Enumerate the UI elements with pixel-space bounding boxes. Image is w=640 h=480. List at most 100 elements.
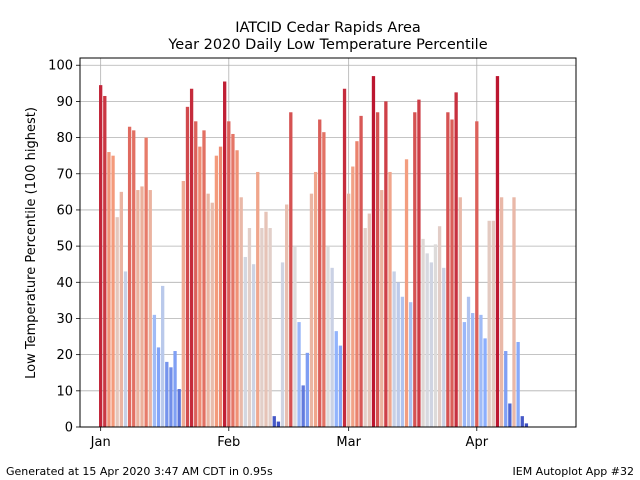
x-tick-label: Jan: [90, 435, 111, 450]
bar: [285, 204, 289, 427]
bar: [189, 88, 194, 427]
bar: [144, 137, 148, 427]
bar: [111, 155, 115, 428]
bar: [380, 190, 384, 427]
bar: [309, 193, 314, 427]
bar: [272, 416, 276, 427]
bar: [442, 267, 446, 427]
bar: [235, 150, 239, 427]
bar: [140, 186, 144, 427]
bar: [227, 121, 231, 427]
bar: [132, 130, 136, 427]
bar: [177, 389, 181, 427]
bar: [268, 228, 272, 427]
bar: [169, 367, 173, 427]
plot-frame: [79, 57, 577, 428]
bar: [218, 146, 223, 427]
bar: [508, 403, 512, 427]
y-tick-label: 40: [56, 276, 73, 291]
bar: [210, 202, 214, 427]
x-tick-label: Mar: [336, 435, 361, 450]
y-tick-label: 100: [48, 59, 73, 74]
bar: [409, 302, 413, 427]
bar: [297, 322, 301, 427]
bar: [136, 190, 140, 427]
bar: [260, 228, 264, 427]
bar: [417, 99, 421, 428]
x-axis: Jan Feb Mar Apr: [90, 427, 489, 450]
bar: [475, 121, 479, 427]
bar: [512, 197, 516, 427]
bar: [520, 416, 524, 427]
bar: [107, 152, 111, 427]
bar: [103, 95, 107, 427]
bar: [347, 193, 351, 427]
y-tick-label: 20: [56, 348, 73, 363]
bar: [239, 197, 243, 427]
bar: [504, 351, 508, 427]
bar: [388, 171, 392, 427]
chart-subtitle: Year 2020 Daily Low Temperature Percenti…: [167, 37, 487, 53]
bar: [161, 285, 165, 427]
bar: [524, 423, 529, 427]
bar: [223, 81, 227, 427]
y-tick-label: 80: [56, 131, 73, 146]
bar: [181, 181, 185, 427]
bar: [487, 220, 491, 427]
bar: [313, 171, 318, 427]
bar: [326, 246, 330, 427]
bar: [334, 331, 338, 427]
bar: [425, 253, 429, 427]
bar: [491, 220, 495, 427]
bar: [173, 351, 177, 427]
x-tick-label: Apr: [466, 435, 489, 450]
bar: [371, 76, 376, 428]
bar: [479, 314, 483, 427]
bar: [301, 385, 305, 427]
bar: [293, 246, 297, 427]
bar: [318, 119, 322, 427]
bar: [123, 271, 128, 427]
bar: [206, 193, 210, 427]
bar: [421, 238, 425, 427]
bar: [450, 119, 454, 427]
bar: [251, 264, 256, 427]
y-tick-label: 50: [56, 240, 73, 255]
bar: [214, 155, 219, 428]
bar-series: [99, 76, 529, 428]
bar: [156, 347, 161, 427]
y-tick-label: 60: [56, 203, 73, 218]
bar: [466, 296, 471, 427]
bar: [342, 88, 347, 427]
bar: [198, 146, 202, 427]
bar: [471, 313, 475, 427]
x-tick-label: Feb: [217, 435, 240, 450]
y-tick-label: 70: [56, 167, 73, 182]
bar: [194, 121, 198, 427]
bar: [276, 421, 281, 427]
bar: [119, 191, 123, 427]
y-tick-label: 30: [56, 312, 73, 327]
bar: [99, 85, 103, 427]
bar: [413, 112, 417, 427]
bar: [516, 341, 520, 427]
chart-title: IATCID Cedar Rapids Area: [235, 20, 421, 36]
bar: [396, 282, 400, 427]
bar: [330, 267, 334, 427]
bar: [462, 322, 467, 427]
bar: [338, 345, 343, 427]
bar: [437, 226, 442, 427]
bar: [499, 197, 504, 427]
bar: [305, 352, 309, 427]
bar: [280, 262, 285, 427]
bar: [185, 106, 190, 428]
bar: [367, 213, 371, 427]
y-tick-label: 0: [65, 421, 73, 436]
bar: [355, 141, 359, 428]
bar: [243, 256, 247, 427]
bar: [458, 197, 462, 427]
bar: [454, 92, 458, 427]
bar: [392, 271, 396, 427]
bar: [231, 133, 235, 427]
